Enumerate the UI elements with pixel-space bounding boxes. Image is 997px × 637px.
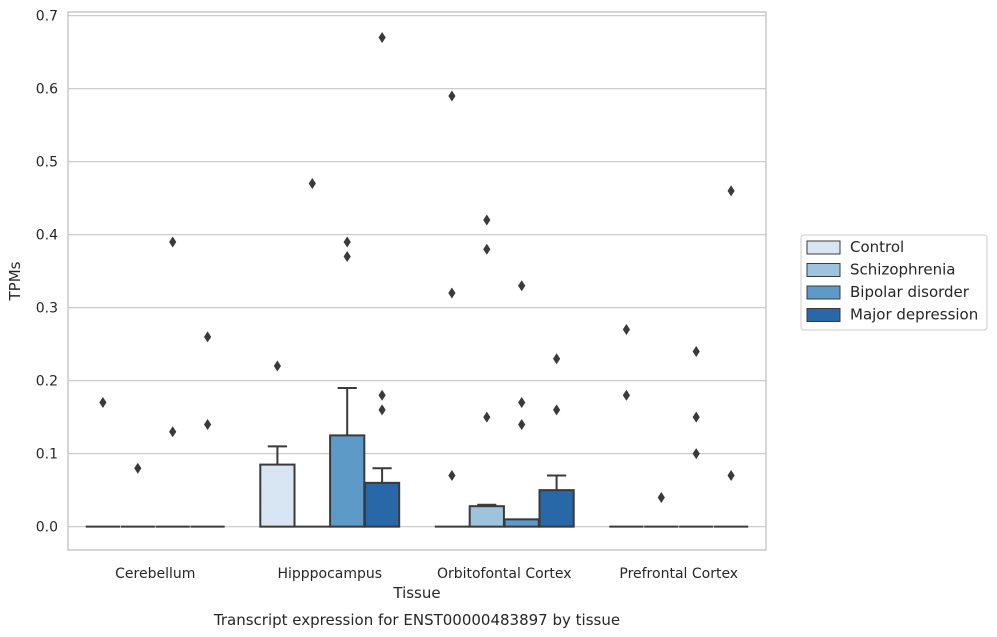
outlier-point [518,418,526,430]
legend-swatch [806,263,841,277]
outlier-point [483,214,491,226]
box [538,474,575,528]
box-body [468,505,505,528]
legend-swatch [806,240,841,255]
outlier-point [518,280,526,292]
legend-item: Major depression [806,306,978,324]
outlier-point [622,324,630,336]
x-tick-label: Orbitofontal Cortex [437,566,572,582]
box [259,445,296,528]
outlier-point [727,185,735,197]
outlier-point [169,236,177,248]
y-tick-label: 0.5 [36,155,58,171]
box-body [503,518,540,528]
legend-frame [800,234,988,331]
y-tick-label: 0.2 [36,374,58,390]
outlier-point [692,345,700,357]
outlier-point [657,491,665,503]
box [503,518,540,528]
outlier-point [378,404,386,416]
outlier-point [622,389,630,401]
x-tick-label: Cerebellum [115,566,195,582]
box-body [363,481,401,528]
legend-swatch [806,308,841,322]
y-tick-label: 0.4 [36,228,58,244]
outlier-point [273,360,281,372]
outlier-point [343,236,351,248]
outlier-point [692,411,700,423]
legend-swatch [806,285,841,300]
x-tick-label: Hipppocampus [277,566,382,582]
outlier-point [204,331,212,343]
y-axis-ticks: 0.0 0.1 0.2 0.3 0.4 0.5 0.6 0.7 [36,9,58,536]
y-tick-label: 0.7 [36,9,58,25]
outlier-point [483,411,491,423]
y-axis-label: TPMs [6,261,24,301]
legend-item: Bipolar disorder [806,283,970,301]
outlier-point [343,251,351,263]
x-tick-label: Prefrontal Cortex [619,566,738,582]
outlier-point [692,448,700,460]
box-body [538,489,575,528]
outlier-point [448,470,456,482]
outlier-point [378,32,386,44]
legend-label: Schizophrenia [850,261,955,279]
y-tick-label: 0.1 [36,447,58,463]
legend-label: Bipolar disorder [850,283,970,301]
outlier-point [553,404,561,416]
legend: Control Schizophrenia Bipolar disorder Majo… [800,234,988,331]
outlier-point [378,389,386,401]
y-tick-label: 0.0 [36,520,58,536]
outlier-point [448,90,456,102]
outlier-point [553,353,561,365]
box [363,467,401,528]
box-series [85,386,749,528]
chart-caption: Transcript expression for ENST0000048389… [213,611,620,629]
box-body [329,434,366,528]
outlier-point [169,426,177,438]
y-tick-label: 0.6 [36,82,58,98]
legend-label: Control [850,238,904,256]
outlier-point [518,397,526,409]
legend-item: Schizophrenia [806,261,955,279]
grid-lines [68,14,766,528]
outlier-point [483,243,491,255]
outlier-points [99,32,735,503]
outlier-point [448,287,456,299]
outlier-point [727,470,735,482]
outlier-point [134,462,142,474]
box-body [259,463,296,528]
box [468,503,505,528]
outlier-point [308,178,316,190]
outlier-point [204,418,212,430]
legend-item: Control [806,238,904,256]
box [329,386,366,528]
x-axis-ticks: Cerebellum Hipppocampus Orbitofontal Corte… [115,566,738,582]
legend-label: Major depression [850,306,978,324]
outlier-point [99,397,107,409]
plot-frame [67,11,767,551]
x-axis-label: Tissue [392,584,440,602]
y-tick-label: 0.3 [36,301,58,317]
